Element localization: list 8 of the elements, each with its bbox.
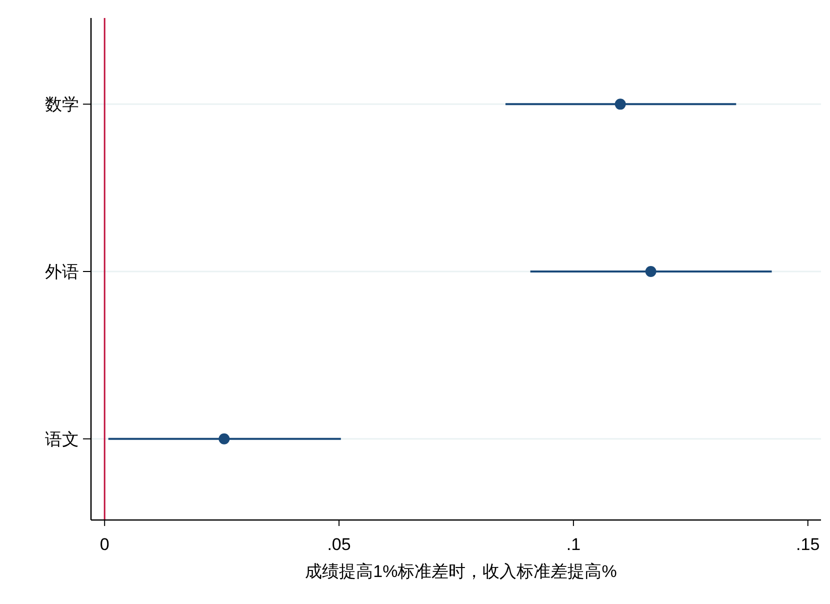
x-tick-label: 0 (100, 535, 110, 554)
y-tick-label: 外语 (45, 262, 79, 282)
y-tick-label: 语文 (45, 430, 79, 449)
x-tick-label: .15 (796, 535, 820, 554)
x-tick-label: .05 (327, 535, 351, 554)
x-axis-title: 成绩提高1%标准差时，收入标准差提高% (305, 562, 617, 581)
y-tick-label: 数学 (45, 95, 79, 114)
x-tick-label: .1 (566, 535, 581, 554)
